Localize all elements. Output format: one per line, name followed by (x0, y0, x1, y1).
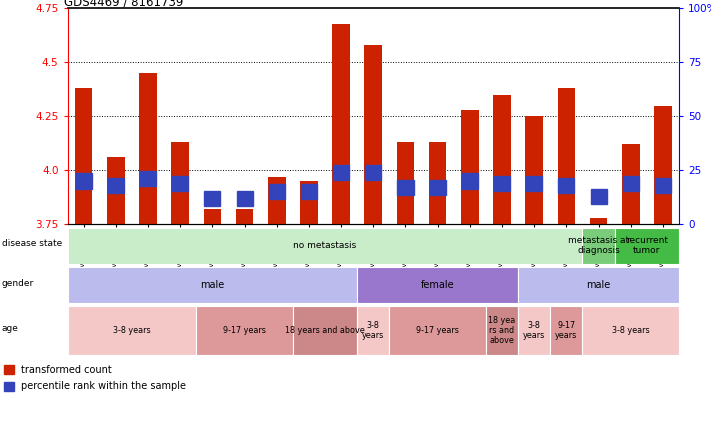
Text: no metastasis: no metastasis (294, 241, 357, 250)
Bar (333, 165, 349, 180)
Bar (4, 365, 14, 374)
Bar (429, 180, 446, 195)
FancyBboxPatch shape (486, 306, 518, 355)
Bar (237, 191, 252, 206)
Text: 3-8 years: 3-8 years (612, 326, 650, 335)
FancyBboxPatch shape (357, 267, 518, 303)
Text: 18 years and above: 18 years and above (285, 326, 365, 335)
Bar (268, 177, 286, 224)
Bar (397, 180, 414, 195)
FancyBboxPatch shape (390, 306, 486, 355)
FancyBboxPatch shape (550, 306, 582, 355)
Bar (365, 45, 382, 224)
Bar (301, 184, 317, 199)
Text: age: age (2, 324, 18, 332)
Bar (558, 178, 574, 193)
Bar (622, 144, 640, 224)
Bar (557, 88, 575, 224)
Bar (397, 142, 415, 224)
Bar (654, 106, 672, 224)
Bar (655, 178, 671, 193)
Bar (623, 176, 638, 191)
FancyBboxPatch shape (357, 306, 390, 355)
Text: 3-8 years: 3-8 years (113, 326, 151, 335)
FancyBboxPatch shape (518, 306, 550, 355)
Text: 9-17 years: 9-17 years (416, 326, 459, 335)
Bar (140, 171, 156, 187)
FancyBboxPatch shape (293, 306, 357, 355)
Text: female: female (421, 280, 454, 290)
FancyBboxPatch shape (68, 267, 357, 303)
Bar (494, 176, 510, 191)
Bar (107, 157, 124, 224)
Text: transformed count: transformed count (21, 365, 112, 375)
Bar (300, 181, 318, 224)
FancyBboxPatch shape (582, 306, 679, 355)
Text: metastasis at
diagnosis: metastasis at diagnosis (568, 236, 629, 255)
Bar (4, 382, 14, 391)
Bar (461, 173, 478, 189)
Bar (589, 218, 607, 224)
Text: 9-17 years: 9-17 years (223, 326, 266, 335)
Text: 3-8
years: 3-8 years (523, 321, 545, 340)
Text: disease state: disease state (2, 239, 62, 248)
Bar (365, 165, 381, 180)
FancyBboxPatch shape (68, 306, 196, 355)
Bar (203, 209, 221, 224)
Text: gender: gender (2, 279, 34, 288)
Text: recurrent
tumor: recurrent tumor (626, 236, 668, 255)
Bar (75, 88, 92, 224)
Text: male: male (587, 280, 611, 290)
Bar (235, 209, 253, 224)
Bar (526, 176, 542, 191)
FancyBboxPatch shape (68, 228, 582, 264)
Bar (108, 178, 124, 193)
Text: male: male (201, 280, 225, 290)
Bar (429, 142, 447, 224)
FancyBboxPatch shape (196, 306, 293, 355)
Bar (269, 184, 285, 199)
Text: GDS4469 / 8161739: GDS4469 / 8161739 (65, 0, 184, 8)
Bar (493, 95, 510, 224)
Bar (75, 173, 92, 189)
FancyBboxPatch shape (614, 228, 679, 264)
Text: 18 yea
rs and
above: 18 yea rs and above (488, 316, 515, 346)
Bar (204, 191, 220, 206)
Bar (139, 73, 157, 224)
Bar (332, 24, 350, 224)
Text: percentile rank within the sample: percentile rank within the sample (21, 381, 186, 391)
Bar (172, 176, 188, 191)
Bar (171, 142, 189, 224)
Bar (591, 189, 606, 204)
FancyBboxPatch shape (582, 228, 614, 264)
FancyBboxPatch shape (518, 267, 679, 303)
Bar (525, 116, 543, 224)
Text: 9-17
years: 9-17 years (555, 321, 577, 340)
Text: 3-8
years: 3-8 years (362, 321, 385, 340)
Bar (461, 110, 479, 224)
